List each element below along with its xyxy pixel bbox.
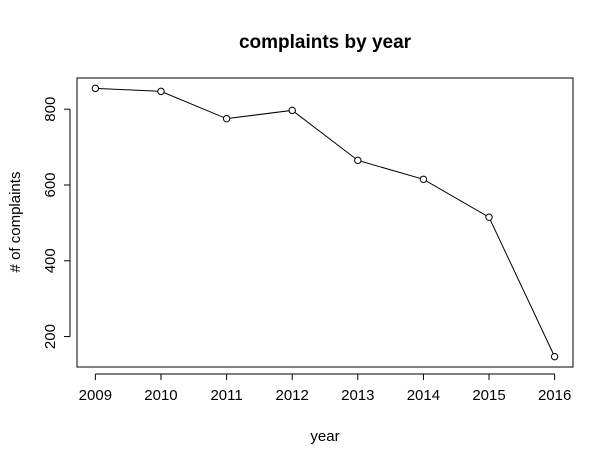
data-point: [354, 156, 362, 165]
data-point: [91, 84, 100, 93]
y-axis: 200 400 600 800: [42, 97, 71, 349]
data-point: [157, 87, 165, 96]
y-axis-title: # of complaints: [7, 172, 24, 273]
data-point: [550, 352, 559, 361]
x-tick-label: 2013: [341, 387, 374, 404]
x-tick-label: 2014: [407, 387, 440, 404]
series-points: [91, 84, 559, 361]
y-tick-label: 600: [42, 172, 59, 197]
x-tick-label: 2012: [276, 387, 309, 404]
x-tick-label: 2016: [538, 387, 571, 404]
y-tick-label: 200: [42, 324, 59, 349]
x-axis-title: year: [310, 428, 339, 445]
x-tick-label: 2009: [79, 387, 112, 404]
data-point: [485, 213, 493, 221]
data-point: [419, 175, 428, 184]
x-tick-label: 2015: [472, 387, 505, 404]
series-line: [95, 87, 556, 357]
data-point: [222, 114, 231, 123]
plot-area-border: [76, 77, 574, 368]
y-tick-label: 800: [42, 97, 59, 122]
chart-title: complaints by year: [239, 32, 412, 53]
x-tick-label: 2010: [144, 387, 177, 404]
data-point: [288, 106, 296, 115]
y-tick-label: 400: [42, 248, 59, 273]
x-axis: 2009 2010 2011 2012 2013 2014 2015 2016: [79, 373, 571, 404]
x-tick-label: 2011: [210, 387, 242, 404]
